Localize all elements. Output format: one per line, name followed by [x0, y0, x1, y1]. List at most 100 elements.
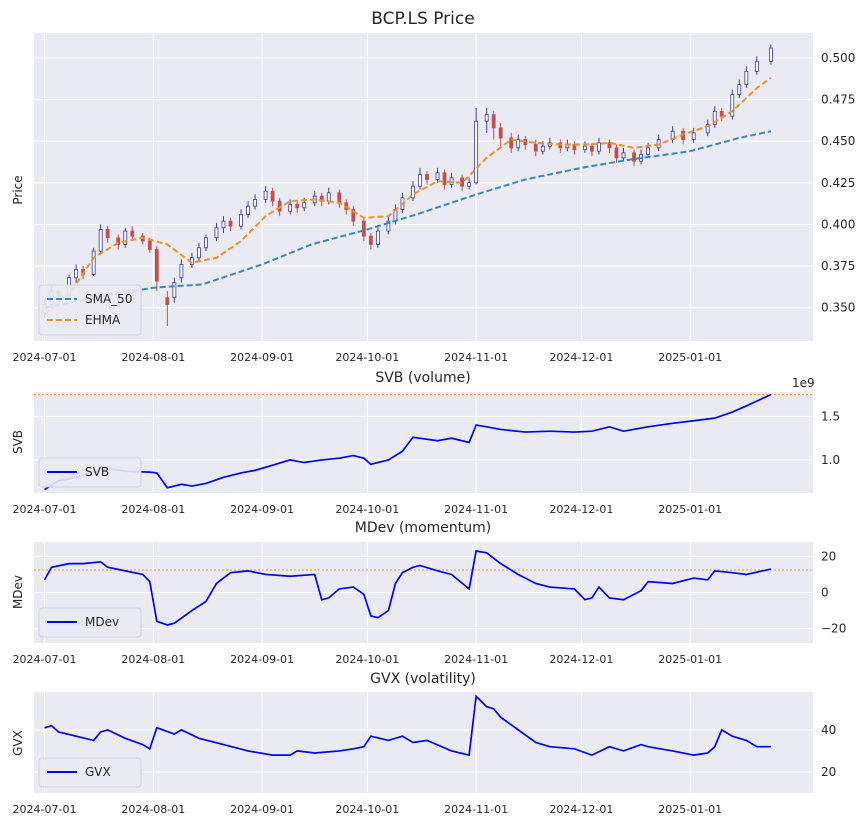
- candle-body: [172, 282, 177, 299]
- candle-body: [691, 132, 696, 140]
- candle-body: [425, 174, 429, 180]
- candle-body: [516, 139, 521, 149]
- candle-body: [239, 214, 243, 227]
- candle-body: [442, 172, 447, 185]
- candle-body: [590, 145, 594, 152]
- x-tick-label: 2025-01-01: [658, 653, 722, 666]
- x-tick-label: 2024-07-01: [13, 653, 77, 666]
- candle-body: [246, 205, 250, 215]
- legend-svb: [38, 457, 142, 488]
- candle-body: [154, 249, 159, 282]
- legend-mdev: [38, 607, 142, 638]
- legend-label: SMA_50: [85, 292, 132, 306]
- candle-body: [730, 94, 735, 117]
- candle-body: [74, 269, 79, 279]
- legend-label: MDev: [85, 615, 119, 629]
- x-tick-label: 2024-11-01: [444, 351, 508, 364]
- candle-body: [98, 229, 103, 252]
- svb-exponent-label: 1e9: [792, 376, 815, 390]
- candle-body: [105, 229, 110, 239]
- candle-body: [214, 227, 219, 239]
- chart-title-svb: SVB (volume): [375, 370, 470, 386]
- candle-body: [228, 220, 233, 227]
- y-tick-label: 0.500: [821, 51, 855, 65]
- candle-body: [375, 230, 380, 245]
- y-tick-label: 0.425: [821, 176, 855, 190]
- candle-body: [614, 147, 619, 159]
- candle-body: [474, 120, 479, 184]
- x-tick-label: 2024-08-01: [121, 503, 185, 516]
- candle-body: [467, 182, 472, 187]
- y-axis-label-price: Price: [11, 175, 25, 204]
- panel-svb: 2024-07-01 2024-08-01 2024-09-01 2024-10-01…: [11, 392, 840, 516]
- candle-body: [130, 230, 135, 237]
- x-tick-label: 2024-10-01: [335, 351, 399, 364]
- y-tick-label: 1.0: [821, 453, 840, 467]
- x-tick-label: 2024-08-01: [121, 653, 185, 666]
- chart-title-mdev: MDev (momentum): [355, 520, 491, 536]
- candle-body: [435, 172, 440, 180]
- x-tick-label: 2024-09-01: [230, 351, 294, 364]
- series-line-mdev: [43, 550, 772, 626]
- candle-body: [607, 142, 612, 149]
- x-tick-label: 2024-09-01: [230, 503, 294, 516]
- candle-body: [533, 144, 538, 152]
- x-tick-label: 2024-07-01: [13, 803, 77, 816]
- x-tick-label: 2024-08-01: [121, 351, 185, 364]
- y-tick-label: 40: [821, 723, 836, 737]
- y-tick-label: 20: [821, 765, 836, 779]
- candle-body: [768, 47, 773, 62]
- x-tick-label: 2024-11-01: [444, 803, 508, 816]
- x-tick-label: 2024-12-01: [549, 803, 613, 816]
- candle-body: [116, 237, 121, 245]
- candle-body: [491, 114, 496, 129]
- x-tick-label: 2024-10-01: [335, 503, 399, 516]
- candle-body: [270, 190, 275, 202]
- candle-body: [583, 145, 587, 150]
- candle-body: [705, 124, 710, 134]
- y-tick-label: 0.450: [821, 134, 855, 148]
- candle-body: [147, 240, 152, 250]
- legend-price: [38, 284, 142, 336]
- y-axis-label-gvx: GVX: [11, 730, 25, 756]
- candle-body: [498, 127, 503, 139]
- chart-title-gvx: GVX (volatility): [370, 671, 476, 687]
- candle-body: [179, 264, 184, 279]
- candle-body: [646, 147, 650, 155]
- x-tick-label: 2024-07-01: [13, 503, 77, 516]
- x-tick-label: 2024-10-01: [335, 803, 399, 816]
- candle-body: [288, 204, 293, 212]
- candle-body: [597, 142, 601, 152]
- x-tick-label: 2024-12-01: [549, 653, 613, 666]
- x-tick-label: 2025-01-01: [658, 803, 722, 816]
- candle-body: [123, 230, 128, 245]
- y-axis-label-mdev: MDev: [11, 575, 25, 609]
- y-tick-label: 0.350: [821, 301, 855, 315]
- x-tick-label: 2025-01-01: [658, 351, 722, 364]
- x-tick-label: 2024-12-01: [549, 503, 613, 516]
- candle-body: [737, 84, 742, 95]
- panel-gvx: 2024-07-01 2024-08-01 2024-09-01 2024-10-01…: [11, 692, 836, 816]
- candle-body: [326, 192, 331, 202]
- y-tick-label: −20: [821, 622, 846, 636]
- legend-label: EHMA: [85, 313, 121, 327]
- y-tick-label: 1.5: [821, 409, 840, 423]
- candle-body: [411, 185, 415, 199]
- candle-body: [632, 152, 636, 162]
- y-tick-label: 0.475: [821, 93, 855, 107]
- legend-gvx: [38, 757, 142, 788]
- x-tick-label: 2024-12-01: [549, 351, 613, 364]
- candle-body: [263, 190, 268, 200]
- legend-label: SVB: [85, 465, 109, 479]
- candle-body: [361, 220, 366, 237]
- series-line-ehma: [43, 77, 772, 316]
- candle-body: [337, 192, 342, 204]
- candle-body: [351, 209, 356, 222]
- candle-body: [91, 250, 96, 275]
- x-tick-label: 2024-10-01: [335, 653, 399, 666]
- candle-body: [295, 204, 300, 209]
- candle-body: [221, 220, 226, 229]
- candle-body: [484, 114, 489, 122]
- series-line-gvx: [44, 694, 771, 757]
- candle-body: [165, 297, 170, 305]
